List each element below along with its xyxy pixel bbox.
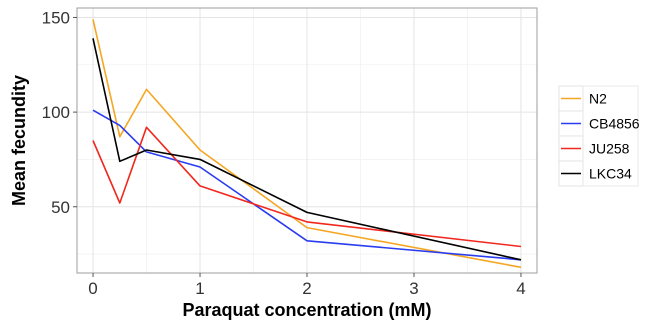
series-line-ju258	[92, 126, 522, 248]
x-axis: 0 1 2 3 4	[88, 273, 526, 298]
x-tick-label: 0	[88, 279, 97, 298]
x-axis-title: Paraquat concentration (mM)	[182, 300, 431, 320]
y-tick-label: 150	[42, 8, 70, 27]
series-line-lkc34	[92, 38, 522, 261]
y-axis-title: Mean fecundity	[9, 75, 29, 206]
legend-label: LKC34	[589, 166, 632, 182]
x-tick-label: 2	[302, 279, 311, 298]
series-line-cb4856	[92, 109, 522, 261]
y-axis: 50 100 150	[42, 8, 77, 217]
y-tick-label: 50	[51, 198, 70, 217]
grid-lines	[77, 8, 537, 273]
legend-label: N2	[589, 91, 607, 107]
legend-label: JU258	[589, 141, 630, 157]
x-tick-label: 1	[195, 279, 204, 298]
y-tick-label: 100	[42, 103, 70, 122]
series-line-n2	[92, 19, 522, 269]
series-lines	[92, 19, 522, 269]
x-tick-label: 4	[516, 279, 525, 298]
x-tick-label: 3	[409, 279, 418, 298]
legend-label: CB4856	[589, 116, 640, 132]
legend: N2 CB4856 JU258 LKC34	[558, 85, 640, 187]
